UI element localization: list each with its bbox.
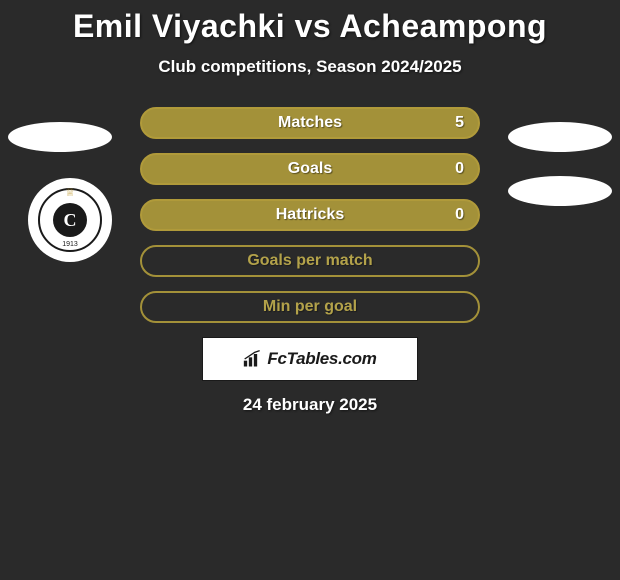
stat-label: Hattricks: [276, 206, 344, 224]
club-letter: C: [53, 203, 87, 237]
stat-label: Min per goal: [263, 298, 357, 316]
stat-row-hattricks: Hattricks 0: [140, 199, 480, 231]
stat-row-min-per-goal: Min per goal: [140, 291, 480, 323]
player-left-club-badge: ♕ C 1913: [28, 178, 112, 262]
bar-chart-icon: [243, 350, 263, 368]
comparison-title: Emil Viyachki vs Acheampong: [0, 8, 620, 45]
player-left-photo-slot: [8, 122, 112, 152]
brand-text: FcTables.com: [267, 349, 376, 369]
stat-value: 0: [455, 160, 464, 178]
stat-value: 5: [455, 114, 464, 132]
stat-row-goals-per-match: Goals per match: [140, 245, 480, 277]
generated-date: 24 february 2025: [0, 395, 620, 415]
comparison-card: Emil Viyachki vs Acheampong Club competi…: [0, 0, 620, 415]
season-subtitle: Club competitions, Season 2024/2025: [0, 57, 620, 77]
placeholder-oval: [508, 176, 612, 206]
club-logo: ♕ C 1913: [38, 188, 102, 252]
stat-row-goals: Goals 0: [140, 153, 480, 185]
player-right-club-slot: [508, 176, 612, 206]
stat-label: Goals: [288, 160, 332, 178]
placeholder-oval: [508, 122, 612, 152]
club-year: 1913: [62, 241, 78, 248]
stat-label: Matches: [278, 114, 342, 132]
stat-row-matches: Matches 5: [140, 107, 480, 139]
crown-icon: ♕: [65, 186, 75, 199]
brand-attribution[interactable]: FcTables.com: [202, 337, 418, 381]
stats-list: Matches 5 Goals 0 Hattricks 0 Goals per …: [140, 107, 480, 323]
player-right-photo-slot: [508, 122, 612, 152]
placeholder-oval: [8, 122, 112, 152]
stat-label: Goals per match: [247, 252, 372, 270]
stat-value: 0: [455, 206, 464, 224]
